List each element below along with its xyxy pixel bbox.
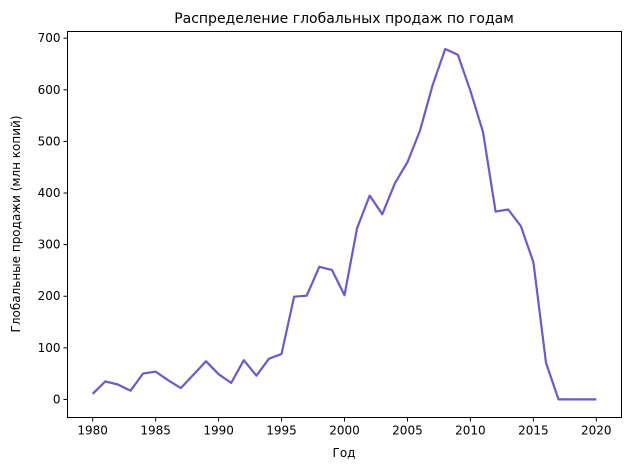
x-tick-label: 1980 [77,424,108,438]
y-tick-label: 300 [38,238,61,252]
sales-line [91,47,597,401]
chart-title: Распределение глобальных продаж по годам [174,11,514,27]
x-tick-label: 2020 [581,424,612,438]
y-tick-label: 0 [53,392,61,406]
x-tick-label: 2005 [392,424,423,438]
y-tick-label: 500 [38,134,61,148]
x-axis-label: Год [333,446,356,460]
y-tick-label: 200 [38,289,61,303]
series-line [91,47,597,401]
x-tick-label: 1985 [140,424,171,438]
x-tick-label: 1995 [266,424,297,438]
x-tick-label: 2015 [518,424,549,438]
x-tick-label: 2000 [329,424,360,438]
x-axis-ticks: 1980 1985 1990 1995 2000 2005 2010 2015 2020 [77,417,612,438]
y-axis-ticks: 0 100 200 300 400 500 600 700 [38,31,68,406]
y-tick-label: 400 [38,186,61,200]
y-tick-label: 600 [38,83,61,97]
y-axis-label: Глобальные продажи (млн копий) [9,115,23,332]
x-tick-label: 1990 [203,424,234,438]
x-tick-label: 2010 [455,424,486,438]
y-tick-label: 700 [38,31,61,45]
plot-frame [67,31,622,418]
y-tick-label: 100 [38,341,61,355]
